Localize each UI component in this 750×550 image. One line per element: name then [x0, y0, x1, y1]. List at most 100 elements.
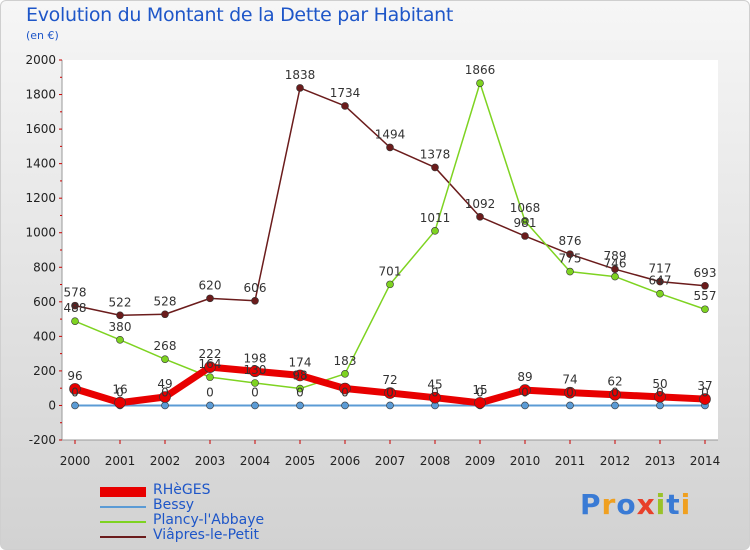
data-point: [296, 401, 304, 410]
data-label: 1068: [510, 201, 541, 215]
data-point: [656, 289, 664, 298]
logo-letter: x: [636, 488, 656, 521]
data-label: 647: [649, 274, 672, 288]
y-tick-label: 200: [33, 364, 56, 378]
data-point: [431, 227, 439, 235]
legend-swatch: [100, 520, 146, 523]
legend-swatch: [100, 486, 146, 497]
data-label: 717: [649, 262, 672, 276]
chart-subtitle: (en €): [26, 29, 59, 42]
y-tick-label: 2000: [25, 53, 56, 67]
data-label: 45: [427, 378, 442, 392]
x-tick-label: 2006: [330, 454, 361, 468]
data-point: [71, 301, 79, 310]
data-label: 0: [521, 385, 529, 399]
data-label: 130: [244, 363, 267, 377]
data-label: 1378: [420, 147, 451, 161]
data-point: [339, 382, 351, 395]
data-label: 0: [701, 385, 709, 399]
data-label: 164: [199, 357, 222, 371]
data-point: [251, 296, 259, 305]
data-point: [566, 267, 574, 276]
logo-letter: t: [666, 488, 681, 521]
x-tick-label: 2011: [555, 454, 586, 468]
data-point: [521, 401, 529, 410]
data-label: 1734: [330, 86, 361, 100]
y-tick-label: 1400: [25, 157, 56, 171]
data-point: [699, 393, 711, 405]
data-label: 74: [562, 373, 577, 387]
data-label: 0: [341, 385, 349, 399]
data-label: 693: [694, 266, 717, 280]
data-point: [566, 250, 574, 258]
data-label: 1838: [285, 68, 316, 82]
data-label: 0: [296, 385, 304, 399]
data-point: [386, 401, 394, 410]
x-tick-label: 2004: [240, 454, 271, 468]
logo-letter: o: [616, 488, 637, 521]
data-label: 380: [109, 320, 132, 334]
data-label: 876: [559, 234, 582, 248]
x-tick-label: 2005: [285, 454, 316, 468]
data-point: [206, 401, 214, 410]
data-label: 701: [379, 264, 402, 278]
data-label: 0: [116, 385, 124, 399]
data-point: [611, 401, 619, 410]
data-label: 0: [71, 385, 79, 399]
data-point: [341, 401, 349, 410]
data-point: [656, 277, 664, 286]
data-point: [474, 397, 486, 409]
data-point: [294, 369, 306, 382]
logo-letter: P: [580, 488, 602, 521]
data-label: 1011: [420, 211, 451, 225]
data-point: [701, 281, 709, 290]
data-point: [251, 379, 259, 387]
data-label: 775: [559, 252, 582, 266]
data-point: [114, 396, 126, 409]
data-label: 268: [154, 339, 177, 353]
data-label: 606: [244, 281, 267, 295]
data-point: [161, 355, 169, 363]
legend-swatch: [100, 535, 146, 538]
data-point: [249, 365, 261, 378]
y-tick-label: 800: [33, 260, 56, 274]
x-tick-label: 2008: [420, 454, 451, 468]
data-label: 198: [244, 351, 267, 365]
data-point: [611, 272, 619, 281]
data-point: [204, 361, 216, 373]
data-point: [519, 384, 531, 396]
x-tick-label: 2010: [510, 454, 541, 468]
data-label: 522: [109, 295, 132, 309]
data-label: 15: [472, 383, 487, 397]
x-tick-label: 2012: [600, 454, 631, 468]
data-label: 620: [199, 278, 222, 292]
data-point: [609, 388, 621, 401]
y-tick-label: 600: [33, 295, 56, 309]
data-label: 0: [431, 385, 439, 399]
data-label: 1092: [465, 197, 496, 211]
data-label: 578: [64, 286, 87, 300]
y-tick-label: 1200: [25, 191, 56, 205]
x-tick-label: 2014: [690, 454, 721, 468]
data-label: 0: [611, 385, 619, 399]
data-point: [251, 401, 259, 410]
y-tick-label: -200: [29, 433, 56, 447]
logo-letter: i: [655, 488, 667, 521]
data-point: [566, 401, 574, 410]
data-label: 528: [154, 294, 177, 308]
data-point: [564, 386, 576, 399]
data-point: [69, 383, 81, 395]
data-label: 0: [386, 385, 394, 399]
data-label: 746: [604, 257, 627, 271]
y-tick-label: 1600: [25, 122, 56, 136]
data-point: [206, 294, 214, 303]
legend-label: RHèGES: [153, 482, 211, 498]
data-label: 0: [476, 385, 484, 399]
data-point: [386, 280, 394, 289]
data-point: [206, 373, 214, 381]
x-tick-label: 2009: [465, 454, 496, 468]
data-point: [656, 401, 664, 410]
x-tick-label: 2002: [150, 454, 181, 468]
data-label: 89: [517, 370, 532, 384]
data-label: 50: [652, 377, 667, 391]
